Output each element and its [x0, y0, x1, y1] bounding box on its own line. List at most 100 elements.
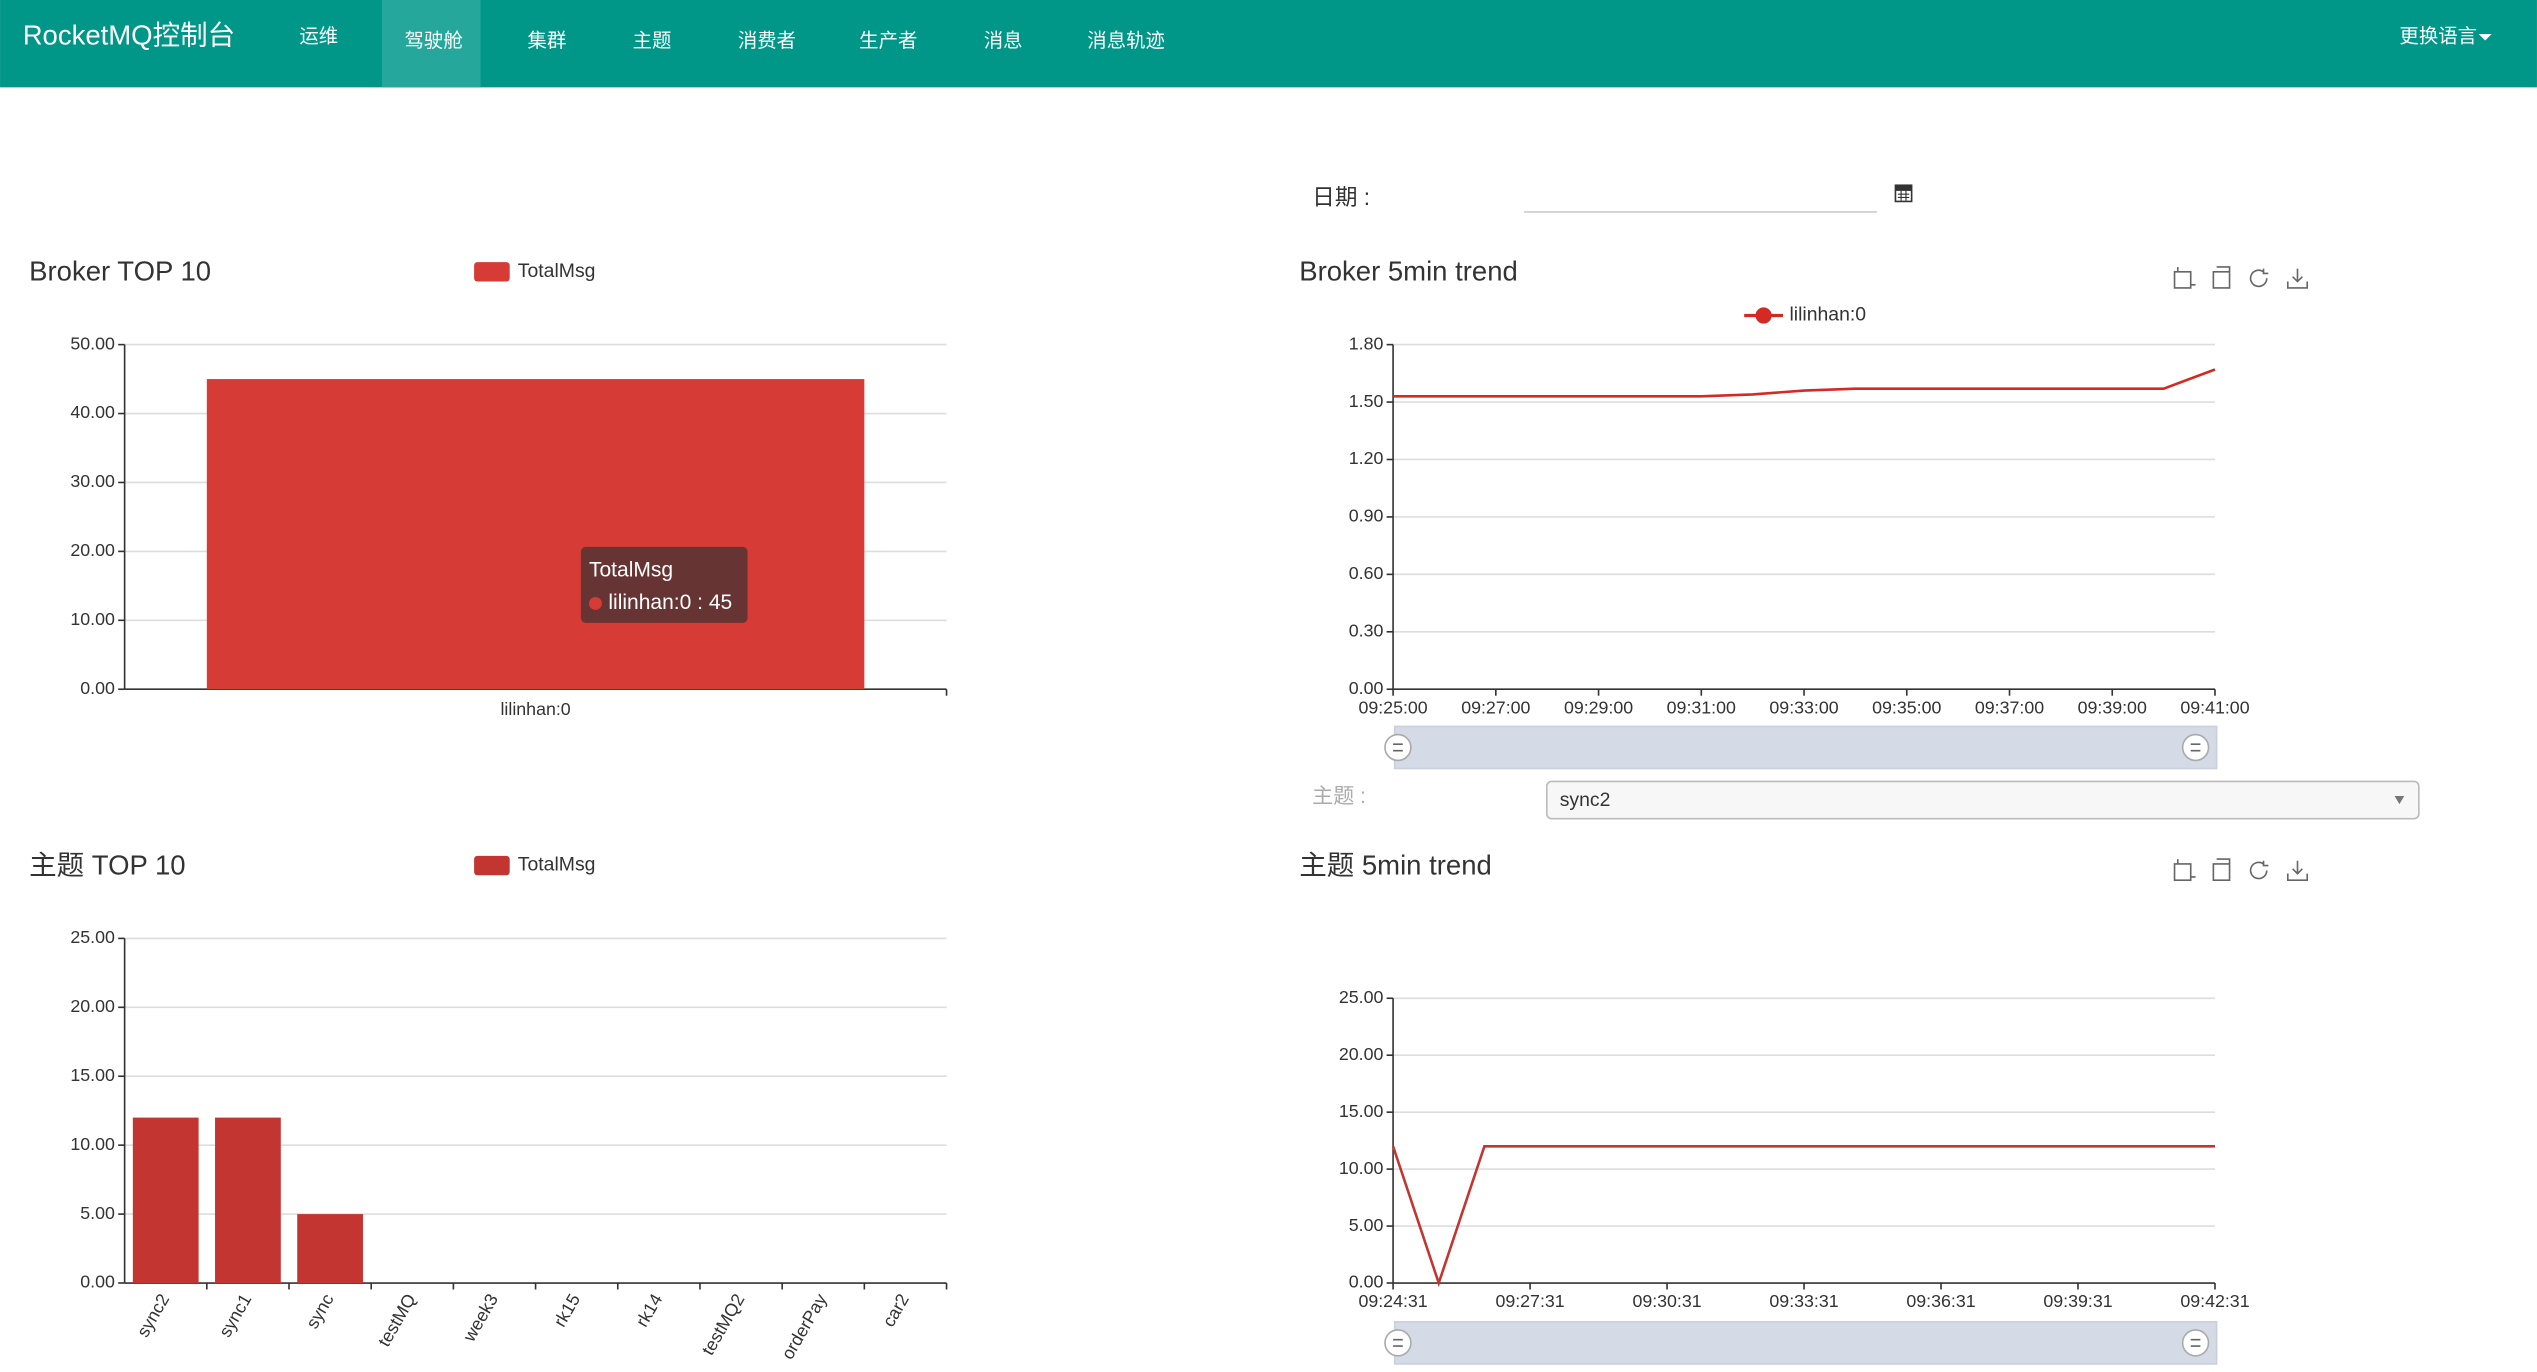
y-tick-label: 15.00: [70, 1065, 115, 1085]
data-zoom: [1393, 725, 2218, 770]
icon-shape: [2212, 266, 2231, 289]
legend-swatch: [474, 262, 510, 282]
x-tick-label: 09:37:00: [1975, 697, 2044, 717]
legend-dot: [1755, 307, 1772, 324]
chart-title: Broker TOP 10: [29, 256, 211, 287]
toolbox-icon[interactable]: [2212, 858, 2231, 881]
x-tick-label: 09:27:00: [1461, 697, 1530, 717]
x-tick-label: 09:30:31: [1632, 1291, 1701, 1311]
chart-title: 主题 TOP 10: [29, 849, 185, 880]
x-tick-label: week3: [458, 1290, 502, 1345]
nav-item[interactable]: 生产者: [859, 30, 917, 52]
x-tick-label: 09:42:31: [2180, 1291, 2249, 1311]
y-tick-label: 20.00: [1339, 1044, 1384, 1064]
y-tick-label: 0.00: [80, 1272, 115, 1292]
x-tick-label: sync1: [215, 1290, 256, 1340]
y-tick-label: 25.00: [70, 927, 115, 947]
navbar: [0, 0, 2537, 88]
x-tick-label: 09:39:00: [2078, 697, 2147, 717]
x-tick-label: testMQ: [374, 1290, 420, 1350]
zoom-handle-mark: [2190, 1338, 2201, 1347]
toolbox-icon[interactable]: [2212, 266, 2231, 289]
brand[interactable]: RocketMQ控制台: [23, 19, 235, 50]
y-tick-label: 20.00: [70, 996, 115, 1016]
icon-shape: [2173, 266, 2196, 289]
x-tick-label: 09:39:31: [2043, 1291, 2112, 1311]
x-tick-label: 09:29:00: [1564, 697, 1633, 717]
y-tick-label: 1.20: [1349, 448, 1384, 468]
nav-item[interactable]: 消费者: [738, 30, 796, 52]
line: [1391, 1145, 2215, 1288]
toolbox-icon[interactable]: [2173, 859, 2196, 881]
x-tick-label: 09:33:00: [1769, 697, 1838, 717]
nav-item[interactable]: 消息: [984, 30, 1023, 52]
nav-item[interactable]: 集群: [527, 30, 566, 52]
calendar-icon[interactable]: [1894, 184, 1913, 203]
y-tick-label: 50.00: [70, 333, 115, 353]
zoom-handle[interactable]: [1384, 1329, 1412, 1357]
topic-value: sync2: [1560, 789, 1611, 811]
line: [1393, 368, 2216, 398]
x-tick-label: 09:24:31: [1358, 1291, 1427, 1311]
icon-shape: [2249, 860, 2269, 880]
toolbox-icon[interactable]: [2249, 268, 2269, 288]
legend-label: lilinhan:0: [1789, 304, 1866, 326]
x-tick-label: 09:31:00: [1667, 697, 1736, 717]
tooltip: TotalMsg lilinhan:0 : 45: [580, 546, 748, 623]
y-tick-label: 0.60: [1349, 563, 1384, 583]
nav-item[interactable]: 运维: [299, 25, 338, 47]
chart-title: Broker 5min trend: [1299, 256, 1518, 287]
topic-select[interactable]: [1545, 780, 2420, 820]
x-tick-label: orderPay: [777, 1290, 830, 1363]
zoom-handle[interactable]: [2181, 733, 2210, 762]
toolbox-icon[interactable]: [2286, 268, 2309, 289]
y-tick-label: 25.00: [1339, 987, 1384, 1007]
y-tick-label: 10.00: [70, 1134, 115, 1154]
toolbox-icon[interactable]: [2286, 860, 2309, 881]
bar: [297, 1214, 363, 1284]
icon-shape: [2249, 268, 2269, 288]
y-tick-label: 5.00: [80, 1203, 115, 1223]
y-tick-label: 0.00: [80, 678, 115, 698]
tooltip-box: [580, 546, 748, 623]
x-tick-label: sync: [302, 1290, 338, 1332]
nav-item[interactable]: 驾驶舱: [405, 30, 463, 52]
y-tick-label: 5.00: [1349, 1215, 1384, 1235]
toolbox-icon[interactable]: [2249, 860, 2269, 880]
y-tick-label: 10.00: [1339, 1158, 1384, 1178]
y-tick-label: 1.50: [1349, 391, 1384, 411]
nav-item[interactable]: 主题: [633, 30, 672, 52]
date-label: 日期 :: [1312, 184, 1370, 210]
bar: [132, 1117, 199, 1284]
x-tick-label: 09:33:31: [1769, 1291, 1838, 1311]
zoom-handle[interactable]: [2181, 1329, 2210, 1357]
zoom-handle-mark: [2190, 743, 2201, 752]
legend-label: TotalMsg: [518, 260, 596, 282]
zoom-handle-mark: [1393, 1338, 1403, 1347]
x-tick-label: testMQ2: [698, 1290, 749, 1358]
zoom-handle-mark: [1393, 743, 1403, 752]
zoom-handle[interactable]: [1384, 733, 1412, 762]
topic-label: 主题 :: [1312, 785, 1366, 808]
x-tick-label: 09:35:00: [1872, 697, 1941, 717]
y-tick-label: 0.30: [1349, 621, 1384, 641]
legend-swatch: [474, 855, 510, 876]
x-tick-label: rk14: [632, 1290, 667, 1330]
legend-label: TotalMsg: [518, 854, 596, 876]
data-zoom: [1393, 1321, 2218, 1365]
y-tick-label: 15.00: [1339, 1101, 1384, 1121]
nav-item[interactable]: 消息轨迹: [1087, 30, 1165, 52]
bar: [215, 1117, 281, 1284]
y-tick-label: 10.00: [70, 609, 115, 629]
nav-active: [381, 0, 481, 88]
x-tick-label: car2: [878, 1290, 913, 1330]
y-tick-label: 0.00: [1349, 1272, 1384, 1292]
language-menu[interactable]: 更换语言: [2399, 25, 2477, 47]
icon-shape: [2286, 268, 2309, 289]
tooltip-text: lilinhan:0 : 45: [608, 591, 732, 614]
icon-shape: [2212, 858, 2231, 881]
y-tick-label: 0.00: [1349, 678, 1384, 698]
toolbox-icon[interactable]: [2173, 266, 2196, 289]
